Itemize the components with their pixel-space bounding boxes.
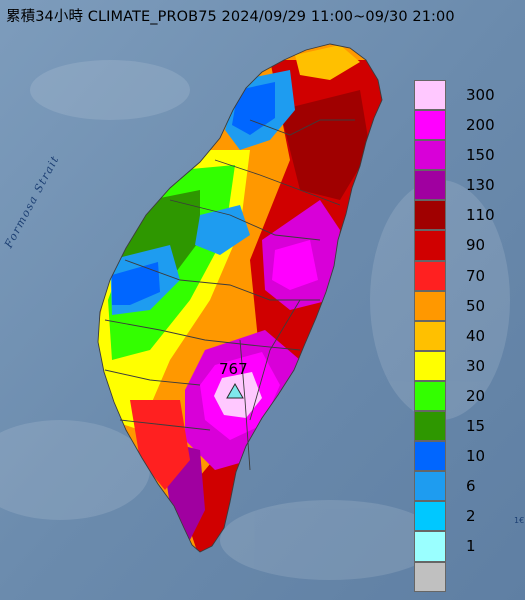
legend-label: 110 bbox=[466, 206, 495, 225]
legend-label: 90 bbox=[466, 236, 486, 255]
legend-row: 6 bbox=[414, 471, 509, 502]
legend-swatch bbox=[414, 80, 446, 111]
legend-swatch bbox=[414, 531, 446, 562]
legend-label: 150 bbox=[466, 146, 495, 165]
legend-row: 2 bbox=[414, 501, 509, 532]
legend-row: 130 bbox=[414, 170, 509, 201]
legend-row: 20 bbox=[414, 380, 509, 412]
triangle-icon bbox=[226, 383, 244, 399]
legend-label: 1 bbox=[466, 537, 476, 556]
legend-label: 300 bbox=[466, 86, 495, 104]
legend-label: 20 bbox=[466, 386, 486, 405]
legend-label: 30 bbox=[466, 356, 486, 375]
legend-row: 90 bbox=[414, 230, 509, 261]
legend-swatch bbox=[414, 471, 446, 502]
corner-text: 1€ bbox=[514, 516, 525, 525]
legend-swatch bbox=[414, 140, 446, 171]
legend-row: 300 bbox=[414, 80, 509, 111]
legend-row: 15 bbox=[414, 411, 509, 442]
legend-swatch bbox=[414, 561, 446, 592]
county-boundaries bbox=[97, 43, 383, 553]
legend-swatch bbox=[414, 260, 446, 291]
legend-row: 70 bbox=[414, 260, 509, 291]
legend-label: 50 bbox=[466, 296, 486, 315]
legend-row: 10 bbox=[414, 441, 509, 472]
legend-row: 1 bbox=[414, 531, 509, 562]
legend-swatch bbox=[414, 501, 446, 532]
legend-label: 40 bbox=[466, 326, 486, 345]
map-title: 累積34小時 CLIMATE_PROB75 2024/09/29 11:00~0… bbox=[6, 9, 455, 25]
legend-swatch bbox=[414, 200, 446, 231]
legend-label: 2 bbox=[466, 507, 476, 526]
rainfall-legend: 300 200 150 130 110 90 70 50 40 30 20 15 10 6 2 1 bbox=[414, 80, 509, 592]
legend-label: 6 bbox=[466, 477, 476, 496]
legend-swatch bbox=[414, 110, 446, 141]
legend-row: 50 bbox=[414, 290, 509, 321]
legend-swatch bbox=[414, 380, 446, 412]
legend-row bbox=[414, 561, 509, 592]
legend-swatch bbox=[414, 350, 446, 381]
legend-row: 40 bbox=[414, 320, 509, 351]
max-marker-shape bbox=[226, 383, 244, 399]
legend-swatch bbox=[414, 320, 446, 351]
legend-label: 200 bbox=[466, 116, 495, 135]
legend-swatch bbox=[414, 230, 446, 261]
legend-row: 200 bbox=[414, 110, 509, 141]
legend-swatch bbox=[414, 290, 446, 321]
legend-swatch bbox=[414, 441, 446, 472]
legend-row: 110 bbox=[414, 200, 509, 231]
legend-row: 30 bbox=[414, 350, 509, 381]
legend-row: 150 bbox=[414, 140, 509, 171]
legend-label: 70 bbox=[466, 266, 486, 285]
legend-label: 130 bbox=[466, 176, 495, 195]
max-value-label: 767 bbox=[219, 360, 248, 378]
legend-swatch bbox=[414, 170, 446, 201]
legend-swatch bbox=[414, 411, 446, 442]
legend-label: 10 bbox=[466, 447, 486, 466]
legend-label: 15 bbox=[466, 417, 486, 436]
